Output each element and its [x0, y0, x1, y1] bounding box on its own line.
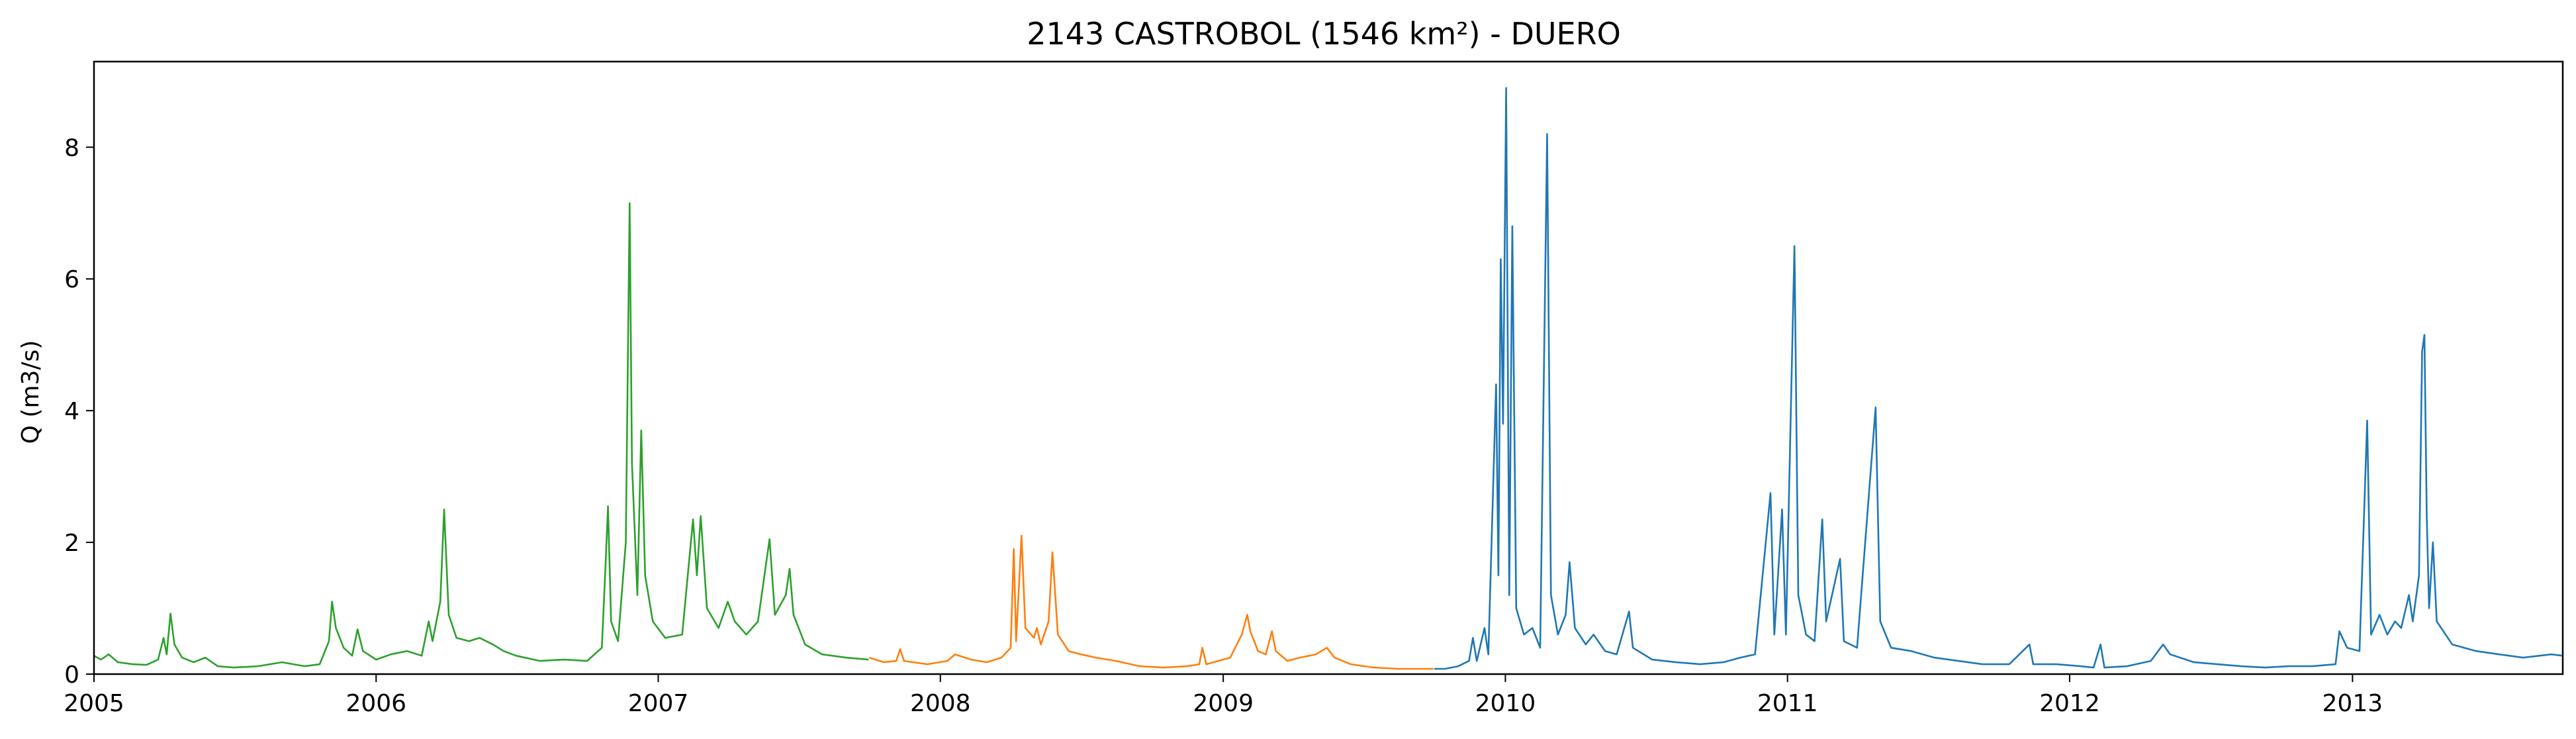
x-tick-label: 2012 — [2039, 690, 2100, 717]
x-tick-label: 2013 — [2323, 690, 2383, 717]
y-axis: 0 2 4 6 8 — [64, 134, 94, 689]
plot-frame — [94, 62, 2563, 674]
series-layer — [94, 88, 2563, 669]
series-line-3 — [1434, 88, 2563, 669]
x-tick-label: 2009 — [1193, 690, 1254, 717]
y-tick-label: 8 — [64, 134, 79, 162]
y-tick-label: 0 — [64, 662, 79, 689]
y-tick-label: 4 — [64, 398, 79, 425]
x-tick-label: 2006 — [345, 690, 406, 717]
x-tick-label: 2008 — [910, 690, 971, 717]
x-tick-label: 2010 — [1475, 690, 1536, 717]
y-tick-label: 2 — [64, 530, 79, 557]
series-line-2 — [869, 536, 1434, 669]
x-tick-label: 2011 — [1757, 690, 1818, 717]
x-axis: 2005 2006 2007 2008 2009 2010 2011 2012 2013 — [64, 674, 2383, 717]
x-tick-label: 2007 — [628, 690, 689, 717]
y-axis-label: Q (m3/s) — [17, 340, 44, 444]
series-line-1 — [94, 203, 868, 667]
chart-title: 2143 CASTROBOL (1546 km²) - DUERO — [1027, 16, 1621, 52]
y-tick-label: 6 — [64, 266, 79, 293]
x-tick-label: 2005 — [64, 690, 124, 717]
